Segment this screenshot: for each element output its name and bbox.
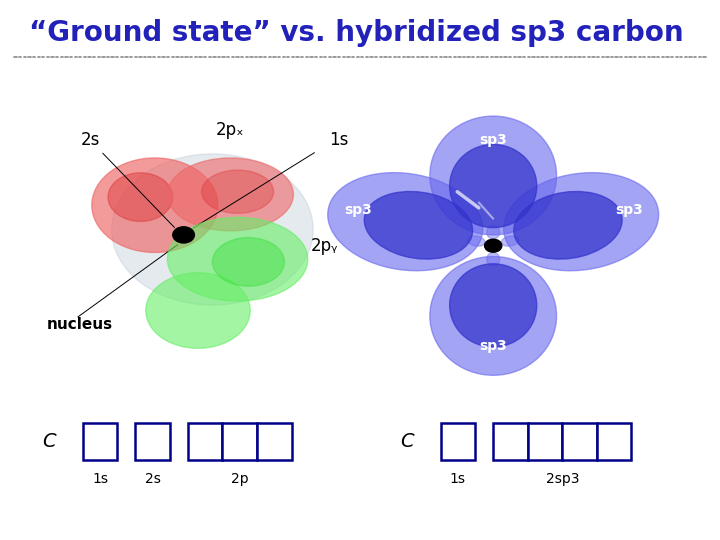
Ellipse shape [202,170,274,213]
Bar [257,423,292,460]
Text: 2sp3: 2sp3 [546,472,579,486]
Ellipse shape [467,236,485,246]
Text: 2pₓ: 2pₓ [216,120,245,139]
Text: “Ground state” vs. hybridized sp3 carbon: “Ground state” vs. hybridized sp3 carbon [29,19,683,47]
Ellipse shape [449,264,537,347]
Text: 1s: 1s [450,472,466,486]
Ellipse shape [504,173,659,271]
Ellipse shape [487,226,500,239]
Text: 2pᵧ: 2pᵧ [310,237,338,255]
Circle shape [173,227,194,243]
Ellipse shape [430,116,557,235]
Ellipse shape [112,154,313,305]
Bar [441,423,475,460]
Circle shape [485,239,502,252]
Text: nucleus: nucleus [47,316,113,332]
Ellipse shape [514,192,622,259]
Text: sp3: sp3 [343,202,372,217]
Ellipse shape [328,173,482,271]
Bar [597,423,631,460]
Bar [188,423,222,460]
Text: sp3: sp3 [480,133,507,147]
Bar [135,423,170,460]
Bar [493,423,528,460]
Bar [222,423,257,460]
Ellipse shape [501,236,519,246]
Text: sp3: sp3 [615,202,643,217]
Ellipse shape [430,256,557,375]
Ellipse shape [92,158,218,252]
Text: C: C [400,432,413,451]
Ellipse shape [168,217,308,301]
Bar [562,423,597,460]
Ellipse shape [487,252,500,266]
Ellipse shape [146,273,251,348]
Bar [83,423,117,460]
Ellipse shape [212,238,284,286]
Text: C: C [42,432,55,451]
Text: sp3: sp3 [480,339,507,353]
Ellipse shape [108,173,173,221]
Text: 2s: 2s [145,472,161,486]
Ellipse shape [364,192,472,259]
Text: 2s: 2s [81,131,99,150]
Ellipse shape [449,144,537,227]
Text: 1s: 1s [92,472,108,486]
Bar [528,423,562,460]
Text: 2p: 2p [231,472,248,486]
Ellipse shape [167,158,294,231]
Text: 1s: 1s [329,131,348,150]
